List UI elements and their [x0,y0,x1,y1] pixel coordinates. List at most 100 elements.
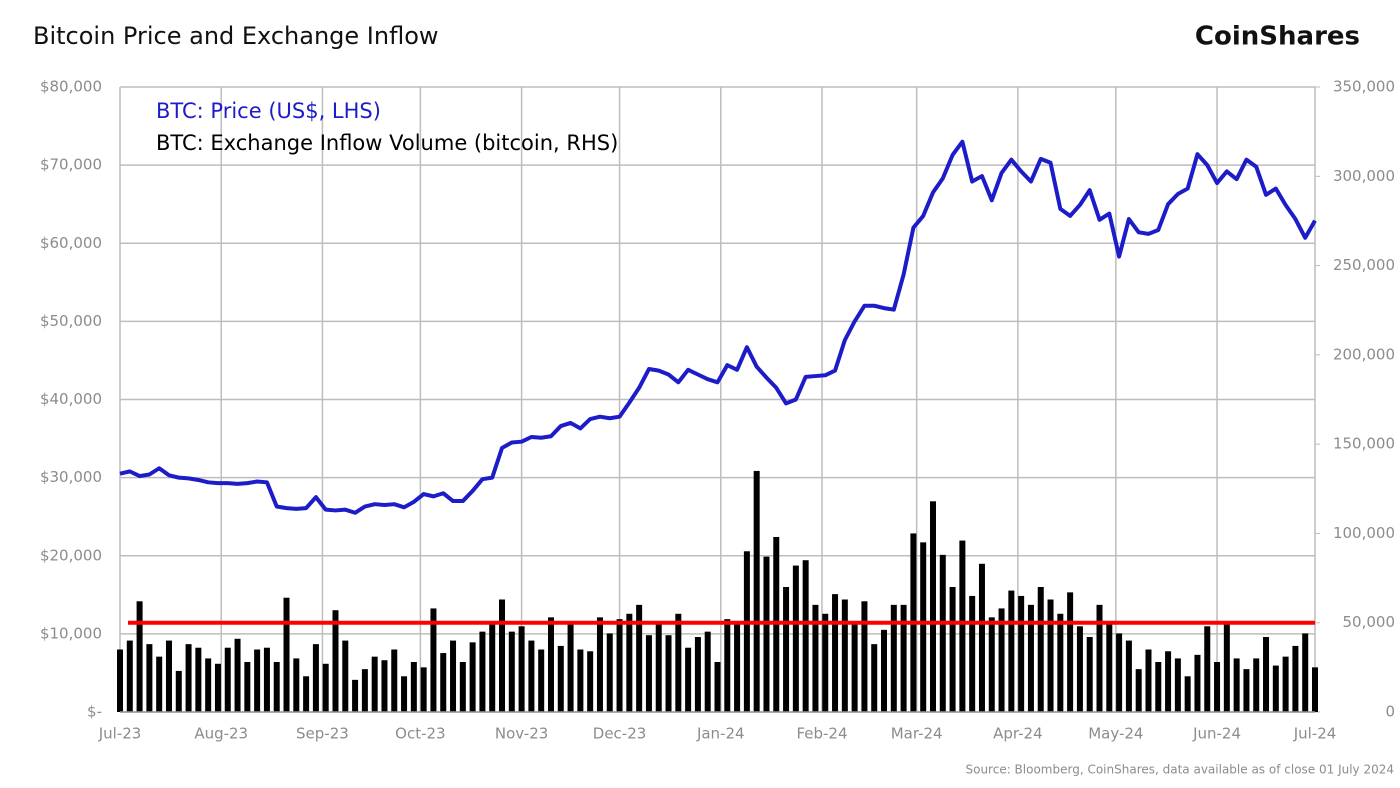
inflow-bar [165,640,172,712]
inflow-bar [430,608,437,712]
inflow-bar [293,658,300,712]
inflow-bar [1155,662,1162,712]
inflow-bar [263,647,270,712]
inflow-bar [185,644,192,712]
inflow-bar [528,640,535,712]
inflow-bar [753,470,760,712]
inflow-bar [969,595,976,712]
inflow-bar [724,619,731,712]
x-tick-label: Nov-23 [495,725,548,743]
inflow-bar [645,635,652,712]
inflow-bar [1116,633,1123,712]
y2-tick-label: 150,000 [1333,435,1395,453]
inflow-bar [596,617,603,712]
inflow-bar [734,622,741,712]
x-tick-label: Mar-24 [891,725,943,743]
x-tick-label: Dec-23 [593,725,647,743]
inflow-bar [626,613,633,712]
inflow-bar [1233,658,1240,712]
inflow-bar [1076,626,1083,712]
inflow-bar [459,662,466,712]
inflow-bar [1282,656,1289,712]
inflow-bar [175,670,182,712]
source-note: Source: Bloomberg, CoinShares, data avai… [965,763,1394,777]
inflow-bar [312,644,319,712]
inflow-bar [577,649,584,712]
inflow-bar [332,610,339,712]
inflow-bar [440,653,447,712]
inflow-bar [1174,658,1181,712]
inflow-bar [538,649,545,712]
inflow-bar [939,554,946,712]
inflow-bar [1067,592,1074,712]
x-tick-label: Oct-23 [395,725,445,743]
price-line [119,139,1317,515]
inflow-bar [1018,595,1025,712]
y2-tick-label: 100,000 [1333,524,1395,542]
x-tick-label: Sep-23 [296,725,349,743]
inflow-bar [557,645,564,712]
inflow-bar [1302,633,1309,712]
y-tick-label: $80,000 [40,78,102,96]
inflow-bar [1312,667,1318,712]
inflow-bar [1214,662,1221,712]
inflow-bar [988,617,995,712]
y-tick-label: $60,000 [40,234,102,252]
inflow-bar [303,676,310,712]
y-tick-label: $10,000 [40,624,102,642]
inflow-bar [675,613,682,712]
inflow-bar [1292,645,1299,712]
inflow-bar [489,622,496,712]
inflow-bar [146,644,153,712]
inflow-bar [802,560,809,712]
inflow-bar [1086,637,1093,712]
inflow-bar [479,631,486,712]
inflow-bar [881,629,888,712]
inflow-bar [136,601,143,712]
inflow-bar [361,669,368,712]
inflow-bar [685,647,692,712]
inflow-bar [714,662,721,712]
inflow-bar [783,587,790,712]
inflow-bar [410,662,417,712]
inflow-bar [704,631,711,712]
inflow-bar [792,565,799,712]
x-tick-label: Jun-24 [1192,725,1241,743]
inflow-bar [920,542,927,712]
inflow-bar [391,649,398,712]
y2-tick-label: 250,000 [1333,256,1395,274]
inflow-bar [371,656,378,712]
legend-entry: BTC: Price (US$, LHS) [156,99,381,123]
inflow-bar [959,540,966,712]
inflow-bar [1135,669,1142,712]
inflow-bar [812,604,819,712]
inflow-bar [655,622,662,712]
x-tick-label: Apr-24 [993,725,1043,743]
inflow-bar [1008,590,1015,712]
inflow-bar [342,640,349,712]
y2-tick-label: 350,000 [1333,78,1395,96]
inflow-bar [224,647,231,712]
chart-title: Bitcoin Price and Exchange Inflow [33,22,439,50]
inflow-bar [254,649,261,712]
inflow-bar [1263,637,1270,712]
inflow-bar [205,658,212,712]
inflow-bar [420,667,427,712]
inflow-bar [214,663,221,712]
inflow-bar [851,622,858,712]
inflow-bar [900,604,907,712]
x-tick-label: Feb-24 [796,725,847,743]
inflow-bar [949,587,956,712]
inflow-bar [587,651,594,712]
x-tick-label: Aug-23 [194,725,248,743]
x-tick-label: Jul-24 [1293,725,1337,743]
inflow-bar [273,662,280,712]
inflow-bar [616,619,623,712]
inflow-bar [890,604,897,712]
inflow-bar [518,626,525,712]
inflow-bar [929,501,936,712]
inflow-bar [195,647,202,712]
inflow-bar [1184,676,1191,712]
inflow-bar [322,663,329,712]
